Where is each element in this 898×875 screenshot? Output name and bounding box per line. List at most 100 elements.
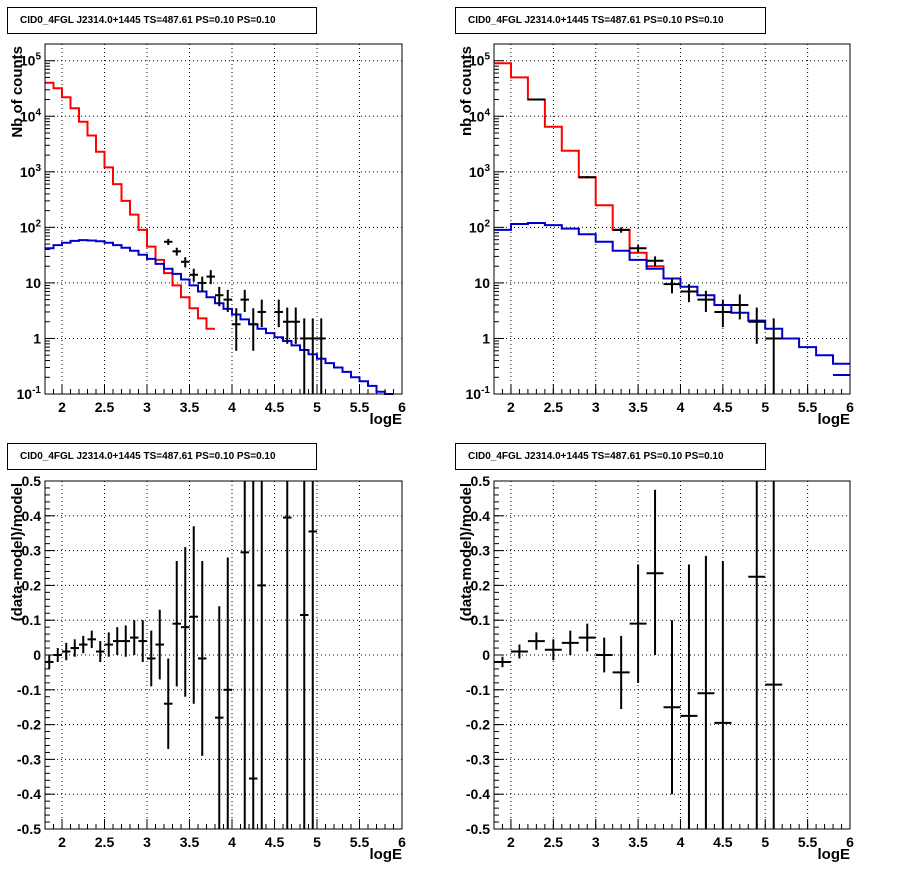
data-point xyxy=(544,639,562,661)
x-tick-label: 4 xyxy=(228,399,236,415)
data-point xyxy=(697,290,715,312)
x-tick-label: 2 xyxy=(58,834,66,850)
x-tick-label: 3.5 xyxy=(180,834,200,850)
y-tick-label: 0.3 xyxy=(22,543,42,559)
data-point xyxy=(147,630,156,687)
chart-bottom-left: 2 2.5 3 3.5 4 4.5 5 5.5 6 -0.5 -0.4 -0.3 -0.2 -0.1 0 0.… xyxy=(9,473,406,863)
x-axis-label: logE xyxy=(818,411,851,428)
y-tick-label: 1 xyxy=(482,330,490,346)
data-point xyxy=(45,655,54,669)
x-tick-label: 2 xyxy=(507,834,515,850)
y-tick-label: 103 xyxy=(20,163,42,180)
x-tick-label: 5 xyxy=(313,399,321,415)
y-tick-label: -0.2 xyxy=(466,717,490,733)
panel-title: CID0_4FGL J2314.0+1445 TS=487.61 PS=0.10… xyxy=(7,7,317,34)
y-axis-label: (data-model)/model xyxy=(9,483,26,621)
x-tick-label: 3.5 xyxy=(628,399,648,415)
x-tick-label: 5.5 xyxy=(798,834,818,850)
panel-title: CID0_4FGL J2314.0+1445 TS=487.61 PS=0.10… xyxy=(455,443,766,470)
y-tick-label: 0.1 xyxy=(471,612,491,628)
panel-title: CID0_4FGL J2314.0+1445 TS=487.61 PS=0.10… xyxy=(455,7,766,34)
data-point xyxy=(612,635,630,709)
data-point xyxy=(87,630,96,649)
x-tick-label: 5.5 xyxy=(798,399,818,415)
chart-bottom-right: 2 2.5 3 3.5 4 4.5 5 5.5 6 -0.5 -0.4 -0.3 -0.2 -0.1 0 0.… xyxy=(458,473,854,863)
x-tick-label: 2 xyxy=(507,399,515,415)
y-tick-label: 0.2 xyxy=(471,577,491,593)
data-point xyxy=(748,481,766,829)
data-point xyxy=(113,627,122,655)
y-tick-label: -0.5 xyxy=(466,821,490,837)
y-axis-label: Nb of counts xyxy=(9,46,26,138)
y-tick-label: -0.3 xyxy=(17,751,41,767)
data-point xyxy=(629,245,647,253)
data-point xyxy=(527,632,545,650)
data-point xyxy=(130,620,139,655)
x-axis-label: logE xyxy=(370,846,403,863)
data-point xyxy=(283,481,292,829)
plot-frame xyxy=(44,43,403,395)
y-tick-label: 10 xyxy=(474,275,490,291)
data-point xyxy=(646,256,664,267)
y-axis-label: (data-model)/model xyxy=(458,483,475,621)
x-tick-label: 6 xyxy=(846,834,854,850)
x-tick-label: 2 xyxy=(58,399,66,415)
y-axis-label: nb of counts xyxy=(458,46,475,136)
y-tick-label: 0.3 xyxy=(471,543,491,559)
data-point xyxy=(748,307,766,344)
x-tick-label: 2.5 xyxy=(544,399,564,415)
y-tick-label: 0 xyxy=(482,647,490,663)
data-point xyxy=(274,299,283,328)
plot-frame xyxy=(493,43,851,395)
y-tick-label: 0 xyxy=(33,647,41,663)
y-tick-label: -0.5 xyxy=(17,821,41,837)
data-point xyxy=(663,277,681,294)
y-tick-label: -0.4 xyxy=(17,786,41,802)
x-tick-label: 3.5 xyxy=(628,834,648,850)
x-tick-label: 6 xyxy=(846,399,854,415)
data-point xyxy=(189,268,198,282)
x-tick-label: 5 xyxy=(761,834,769,850)
background-model-histogram xyxy=(494,222,850,365)
data-point xyxy=(198,561,207,756)
data-point xyxy=(317,318,326,394)
data-point xyxy=(300,318,309,394)
data-point xyxy=(714,299,732,328)
x-tick-label: 2.5 xyxy=(95,834,115,850)
data-point xyxy=(494,656,511,668)
y-tick-label: -0.1 xyxy=(17,682,41,698)
data-point xyxy=(257,481,266,829)
y-tick-label: 10-1 xyxy=(17,385,42,402)
data-point xyxy=(714,561,732,829)
x-tick-label: 5 xyxy=(313,834,321,850)
data-point xyxy=(765,481,783,829)
x-tick-label: 4.5 xyxy=(713,399,733,415)
total-model-histogram xyxy=(494,62,681,280)
x-tick-label: 4.5 xyxy=(265,399,285,415)
data-point xyxy=(731,294,749,320)
x-tick-label: 5.5 xyxy=(350,834,370,850)
x-axis-label: logE xyxy=(370,411,403,428)
y-tick-label: 102 xyxy=(469,218,491,235)
data-point xyxy=(215,606,224,829)
data-point xyxy=(249,308,258,351)
x-tick-label: 3 xyxy=(143,834,151,850)
y-tick-label: 0.5 xyxy=(471,473,491,489)
data-point xyxy=(62,642,71,661)
x-tick-label: 3 xyxy=(143,399,151,415)
data-point xyxy=(680,284,698,303)
x-tick-label: 5.5 xyxy=(350,399,370,415)
y-tick-label: 10-1 xyxy=(466,385,491,402)
data-point xyxy=(646,489,664,655)
panel-title: CID0_4FGL J2314.0+1445 TS=487.61 PS=0.10… xyxy=(7,443,317,470)
data-point xyxy=(104,632,113,657)
data-point xyxy=(79,635,88,654)
data-point xyxy=(629,564,647,683)
x-tick-label: 4 xyxy=(677,834,685,850)
data-point xyxy=(578,623,596,652)
y-tick-label: 0.5 xyxy=(22,473,42,489)
data-point xyxy=(561,630,579,655)
data-point xyxy=(206,270,215,285)
y-tick-label: 102 xyxy=(20,218,42,235)
data-point xyxy=(70,639,79,657)
